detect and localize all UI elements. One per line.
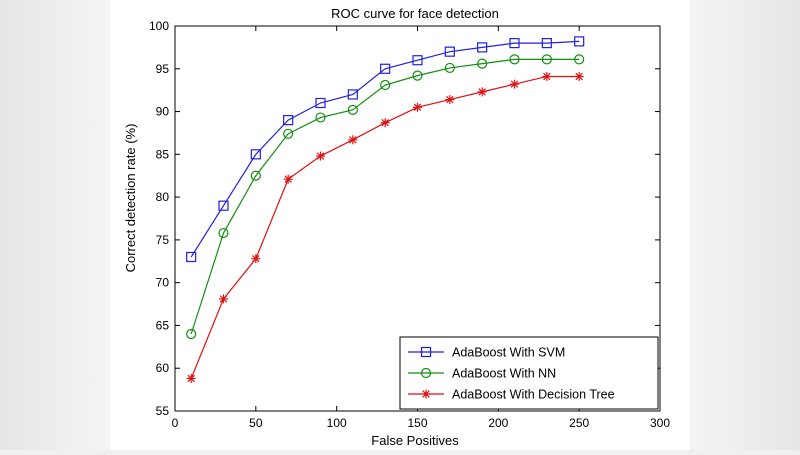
series-line-adaboost-with-nn: [190, 58, 580, 335]
x-tick-label: 0: [172, 416, 179, 430]
chart-figure: ROC curve for face detection False Posit…: [110, 0, 690, 450]
data-point-adaboost-with-nn: [380, 79, 391, 91]
x-tick-label: 300: [650, 416, 670, 430]
data-point-adaboost-with-svm: [541, 38, 552, 49]
y-tick-label: 65: [156, 318, 170, 332]
data-point-adaboost-with-decision-tree: [316, 151, 325, 161]
left-background: [0, 0, 110, 450]
data-point-adaboost-with-decision-tree: [348, 135, 358, 145]
data-point-adaboost-with-nn: [218, 227, 229, 239]
roc-chart: ROC curve for face detection False Posit…: [123, 6, 670, 448]
y-tick-label: 55: [156, 404, 170, 418]
data-point-adaboost-with-nn: [477, 58, 488, 69]
data-point-adaboost-with-svm: [315, 97, 326, 109]
x-tick-label: 250: [569, 416, 589, 430]
data-point-adaboost-with-nn: [283, 128, 294, 139]
y-tick-label: 100: [149, 19, 169, 33]
data-point-adaboost-with-svm: [477, 42, 488, 53]
y-tick-label: 90: [156, 105, 170, 119]
y-tick-label: 60: [156, 361, 170, 375]
data-point-adaboost-with-svm: [283, 115, 294, 126]
y-tick-label: 75: [156, 233, 170, 247]
x-tick-label: 150: [407, 416, 427, 430]
x-axis-label: False Positives: [371, 433, 459, 448]
data-point-adaboost-with-svm: [412, 55, 423, 66]
data-point-adaboost-with-svm: [347, 89, 358, 100]
data-point-adaboost-with-nn: [412, 70, 423, 81]
data-point-adaboost-with-nn: [541, 54, 552, 65]
data-point-adaboost-with-nn: [347, 104, 358, 115]
data-point-adaboost-with-nn: [186, 328, 197, 340]
legend-marker-adaboost-with-svm: [420, 346, 432, 358]
series-adaboost-with-nn: [186, 54, 585, 340]
data-point-adaboost-with-svm: [250, 149, 261, 160]
data-point-adaboost-with-nn: [250, 170, 261, 181]
data-point-adaboost-with-decision-tree: [283, 174, 293, 184]
y-axis-label: Correct detection rate (%): [123, 124, 138, 273]
x-tick-label: 50: [249, 416, 263, 430]
y-tick-label: 70: [156, 276, 170, 290]
data-point-adaboost-with-nn: [509, 54, 520, 65]
data-point-adaboost-with-decision-tree: [186, 373, 196, 383]
legend: AdaBoost With SVM AdaBoost With NN AdaBoos…: [399, 336, 659, 410]
data-point-adaboost-with-decision-tree: [574, 71, 584, 81]
right-background: [690, 0, 800, 450]
chart-title: ROC curve for face detection: [331, 6, 499, 21]
data-point-adaboost-with-svm: [380, 63, 391, 74]
data-point-adaboost-with-decision-tree: [477, 87, 487, 97]
data-point-adaboost-with-svm: [186, 251, 197, 263]
x-tick-label: 200: [488, 416, 508, 430]
data-point-adaboost-with-decision-tree: [542, 71, 552, 81]
data-point-adaboost-with-decision-tree: [251, 254, 261, 264]
data-point-adaboost-with-decision-tree: [445, 95, 455, 105]
legend-marker-adaboost-with-nn: [420, 367, 432, 379]
y-tick-label: 95: [156, 62, 170, 76]
data-point-adaboost-with-svm: [218, 200, 229, 211]
data-point-adaboost-with-nn: [574, 54, 585, 65]
data-point-adaboost-with-decision-tree: [413, 102, 422, 112]
data-point-adaboost-with-svm: [509, 38, 520, 49]
legend-label-adaboost-with-decision-tree: AdaBoost With Decision Tree: [452, 388, 615, 402]
data-point-adaboost-with-svm: [574, 36, 585, 47]
data-point-adaboost-with-decision-tree: [510, 79, 519, 89]
y-tick-label: 85: [156, 147, 170, 161]
data-point-adaboost-with-nn: [315, 112, 326, 123]
y-tick-label: 80: [156, 190, 170, 204]
data-point-adaboost-with-decision-tree: [219, 294, 228, 304]
legend-box: [399, 336, 659, 410]
data-point-adaboost-with-decision-tree: [380, 118, 390, 128]
series-line-adaboost-with-svm: [190, 40, 580, 258]
series-adaboost-with-svm: [186, 36, 585, 263]
series-layer: [186, 36, 585, 383]
series-adaboost-with-decision-tree: [186, 71, 584, 383]
legend-label-adaboost-with-svm: AdaBoost With SVM: [452, 346, 565, 360]
x-tick-label: 100: [327, 416, 347, 430]
data-point-adaboost-with-svm: [444, 46, 455, 57]
data-point-adaboost-with-nn: [444, 62, 455, 74]
legend-label-adaboost-with-nn: AdaBoost With NN: [452, 367, 556, 381]
legend-marker-adaboost-with-decision-tree: [421, 389, 431, 399]
